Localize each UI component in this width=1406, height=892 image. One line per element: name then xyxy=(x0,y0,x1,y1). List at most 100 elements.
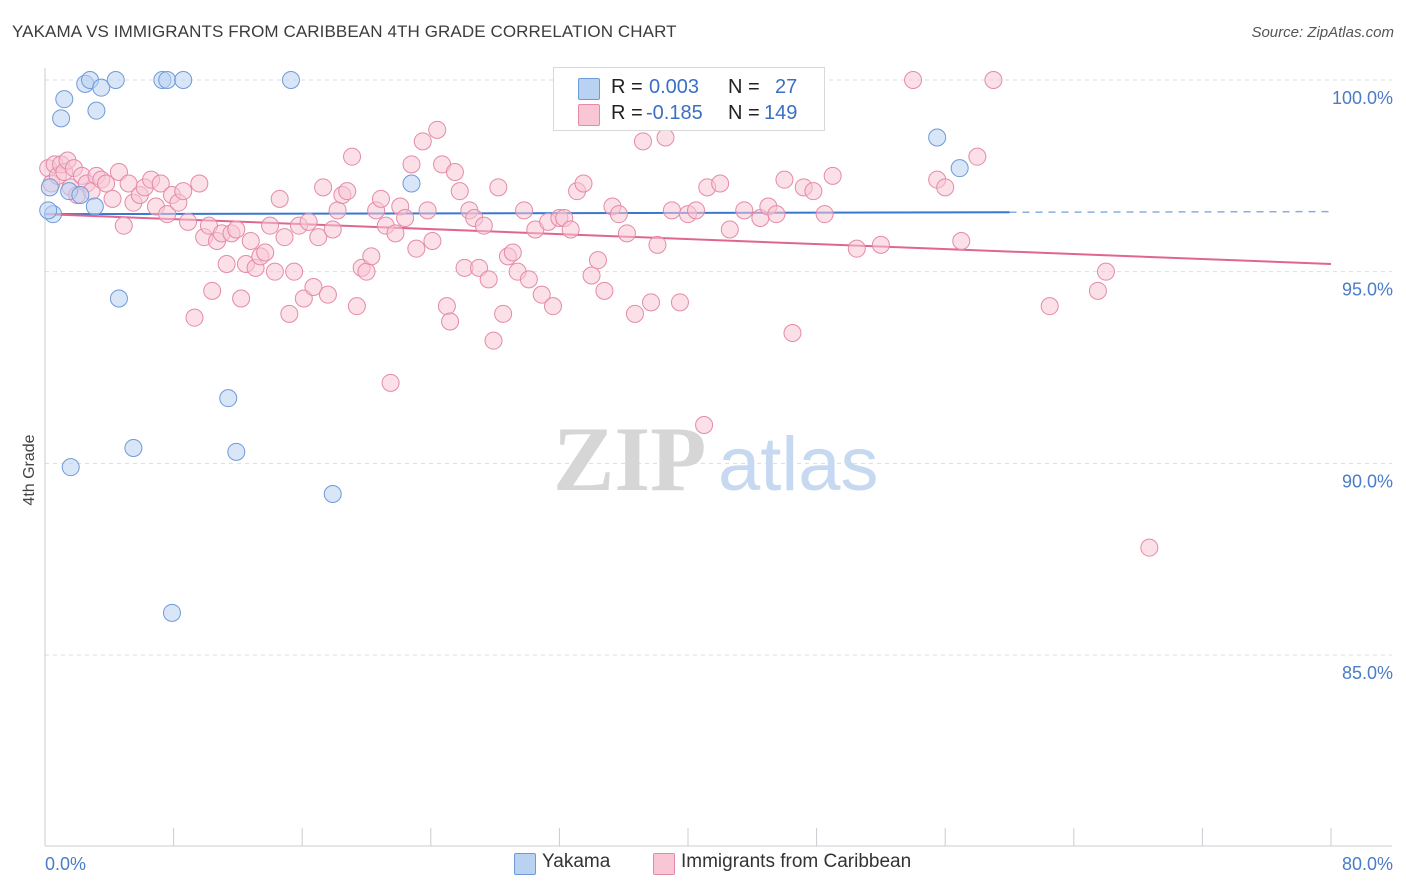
series-label-caribbean: Immigrants from Caribbean xyxy=(681,851,912,872)
point-caribbean xyxy=(386,224,405,243)
point-caribbean xyxy=(711,174,730,193)
point-caribbean xyxy=(114,216,133,235)
point-caribbean xyxy=(489,178,508,197)
point-caribbean xyxy=(413,132,432,151)
point-yakama xyxy=(227,442,246,461)
point-caribbean xyxy=(1140,538,1159,557)
x-tick-label: 80.0% xyxy=(1342,854,1393,874)
point-yakama xyxy=(219,389,238,408)
point-caribbean xyxy=(625,304,644,323)
point-caribbean xyxy=(767,205,786,224)
series-label-yakama: Yakama xyxy=(542,851,611,872)
legend-r-label: R = xyxy=(611,102,643,124)
y-axis-label: 4th Grade xyxy=(21,434,38,505)
chart-title: YAKAMA VS IMMIGRANTS FROM CARIBBEAN 4TH … xyxy=(12,22,677,41)
point-caribbean xyxy=(609,205,628,224)
point-caribbean xyxy=(1096,262,1115,281)
point-caribbean xyxy=(280,304,299,323)
point-caribbean xyxy=(588,251,607,270)
point-caribbean xyxy=(561,220,580,239)
x-tick-labels: 0.0% 80.0% xyxy=(45,854,1393,874)
point-caribbean xyxy=(503,243,522,262)
point-caribbean xyxy=(309,228,328,247)
point-yakama xyxy=(174,71,193,89)
point-yakama xyxy=(950,159,969,178)
point-yakama xyxy=(52,109,71,128)
correlation-legend: R = 0.003 N = 27 R = -0.185 N = 149 xyxy=(553,67,825,131)
legend-r-value: -0.185 xyxy=(646,102,703,124)
point-caribbean xyxy=(532,285,551,304)
point-caribbean xyxy=(217,255,236,273)
point-caribbean xyxy=(968,147,987,166)
point-caribbean xyxy=(648,235,667,254)
point-caribbean xyxy=(174,182,193,201)
point-caribbean xyxy=(479,270,498,289)
point-caribbean xyxy=(185,308,204,327)
point-caribbean xyxy=(775,170,794,189)
point-caribbean xyxy=(823,166,842,185)
point-caribbean xyxy=(97,174,116,193)
point-caribbean xyxy=(190,174,209,193)
legend-swatch-caribbean xyxy=(578,104,600,126)
y-tick-label: 100.0% xyxy=(1332,88,1393,108)
point-caribbean xyxy=(656,128,675,147)
point-yakama xyxy=(106,71,125,89)
point-yakama xyxy=(85,197,104,216)
watermark-zip: ZIP xyxy=(553,408,706,510)
point-caribbean xyxy=(396,209,415,227)
point-caribbean xyxy=(474,216,493,235)
legend-n-value: 27 xyxy=(775,76,798,98)
legend-r-label: R = xyxy=(611,76,643,98)
point-caribbean xyxy=(256,243,275,262)
legend-n-value: 149 xyxy=(764,102,798,124)
point-caribbean xyxy=(783,324,802,342)
point-caribbean xyxy=(484,331,503,350)
point-caribbean xyxy=(270,189,289,208)
point-yakama xyxy=(158,71,177,89)
point-caribbean xyxy=(275,228,294,247)
point-yakama xyxy=(40,178,59,197)
y-tick-label: 95.0% xyxy=(1342,280,1393,300)
point-caribbean xyxy=(670,293,689,312)
point-caribbean xyxy=(1088,281,1107,300)
point-caribbean xyxy=(720,220,739,239)
x-tick-label: 0.0% xyxy=(45,854,86,874)
point-caribbean xyxy=(423,232,442,250)
point-caribbean xyxy=(261,216,280,235)
point-caribbean xyxy=(318,285,337,304)
legend-n-label: N = xyxy=(728,76,760,98)
point-yakama xyxy=(402,174,421,193)
point-caribbean xyxy=(543,297,562,316)
source-label: Source: ZipAtlas.com xyxy=(1251,24,1394,41)
point-caribbean xyxy=(285,262,304,281)
point-caribbean xyxy=(203,281,222,300)
point-caribbean xyxy=(381,373,400,392)
point-caribbean xyxy=(847,239,866,258)
trend-line-caribbean xyxy=(44,213,1332,265)
y-tick-label: 90.0% xyxy=(1342,471,1393,491)
axes xyxy=(44,68,1392,847)
point-caribbean xyxy=(617,224,636,243)
point-caribbean xyxy=(357,262,376,281)
point-caribbean xyxy=(299,212,318,231)
point-caribbean xyxy=(314,178,333,197)
point-caribbean xyxy=(450,182,469,201)
point-yakama xyxy=(71,186,90,204)
point-caribbean xyxy=(241,232,260,250)
y-tick-label: 85.0% xyxy=(1342,663,1393,683)
point-caribbean xyxy=(804,182,823,201)
point-yakama xyxy=(124,439,143,457)
legend-r-value: 0.003 xyxy=(649,76,700,98)
point-caribbean xyxy=(445,163,464,181)
legend-swatch-yakama xyxy=(578,78,600,100)
legend-n-label: N = xyxy=(728,102,760,124)
point-caribbean xyxy=(418,201,437,220)
series-swatch-caribbean xyxy=(653,853,675,875)
point-caribbean xyxy=(582,266,601,285)
point-caribbean xyxy=(904,71,923,89)
point-caribbean xyxy=(323,220,342,239)
point-caribbean xyxy=(158,205,177,224)
point-caribbean xyxy=(936,178,955,197)
point-yakama xyxy=(61,458,80,477)
point-caribbean xyxy=(515,201,534,220)
